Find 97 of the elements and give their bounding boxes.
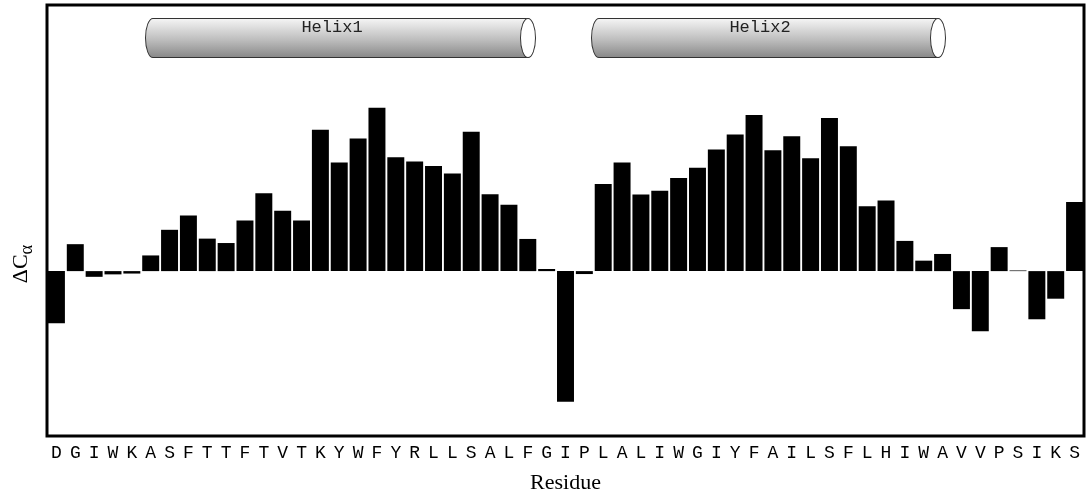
x-tick-label: T	[201, 442, 213, 463]
bar	[198, 238, 216, 272]
x-tick-label: I	[560, 442, 571, 463]
x-tick-label: K	[314, 442, 326, 463]
x-tick-label: A	[767, 442, 779, 463]
bar	[689, 167, 706, 272]
x-tick-label: K	[1050, 442, 1062, 463]
x-tick-label: Y	[729, 442, 741, 463]
x-tick-label: I	[899, 442, 911, 463]
x-axis-title: Residue	[530, 468, 601, 494]
x-tick-label: G	[541, 442, 553, 463]
bar	[802, 158, 820, 272]
x-tick-label: S	[1069, 442, 1080, 463]
x-tick-label: A	[145, 442, 157, 463]
bar	[406, 161, 424, 272]
x-tick-label: I	[710, 442, 722, 463]
x-tick-label: F	[748, 442, 760, 463]
bar	[462, 131, 480, 272]
x-tick-label: I	[1031, 442, 1043, 463]
bar	[311, 129, 329, 272]
x-tick-label: G	[692, 442, 703, 463]
bar	[575, 271, 593, 275]
x-tick-label: F	[183, 442, 194, 463]
x-tick-label: K	[126, 442, 138, 463]
x-tick-label: L	[503, 442, 515, 463]
x-tick-label: A	[616, 442, 628, 463]
bar	[707, 149, 725, 272]
bar	[858, 206, 876, 272]
x-tick-label: T	[296, 442, 308, 463]
bar	[519, 238, 537, 272]
bar	[123, 271, 141, 274]
x-tick-label: T	[258, 442, 270, 463]
bar	[330, 162, 348, 272]
x-tick-label: I	[88, 442, 100, 463]
text: Helix1	[300, 18, 364, 39]
bar	[387, 157, 405, 272]
x-tick-label: R	[409, 442, 421, 463]
x-tick-label: I	[654, 442, 666, 463]
x-tick-label: H	[880, 442, 892, 463]
bar	[255, 193, 273, 272]
x-tick-label: L	[446, 442, 458, 463]
x-tick-label: A	[937, 442, 949, 463]
bar	[934, 253, 952, 272]
text: Helix2	[728, 18, 792, 39]
bar	[425, 165, 442, 272]
bar	[161, 229, 179, 272]
bar	[142, 255, 160, 272]
bar	[293, 220, 311, 272]
x-tick-label: I	[786, 442, 798, 463]
bar	[538, 268, 556, 272]
x-tick-label: V	[277, 442, 289, 463]
x-tick-label: T	[220, 442, 232, 463]
bar	[820, 117, 838, 272]
x-tick-label: W	[352, 442, 364, 463]
x-tick-label: W	[673, 442, 685, 463]
x-tick-label: S	[465, 442, 477, 463]
x-tick-label: V	[956, 442, 968, 463]
bar	[557, 271, 574, 402]
x-tick-label: F	[371, 442, 383, 463]
bar	[726, 134, 744, 272]
bar	[971, 271, 989, 332]
bar	[443, 173, 461, 272]
x-tick-label: L	[428, 442, 439, 463]
x-tick-label: S	[1012, 442, 1024, 463]
bar	[839, 146, 857, 272]
bar	[274, 210, 292, 272]
x-tick-label: G	[69, 442, 81, 463]
x-tick-label: S	[824, 442, 835, 463]
bar	[952, 271, 970, 310]
x-tick-label: P	[578, 442, 590, 463]
bar	[1028, 271, 1046, 320]
bar	[66, 244, 84, 272]
x-tick-label: Y	[390, 442, 402, 463]
x-tick-label: F	[842, 442, 854, 463]
bar	[990, 247, 1008, 272]
x-tick-label: Y	[333, 442, 345, 463]
bar	[783, 136, 801, 272]
x-tick-label: L	[861, 442, 873, 463]
x-tick-label: W	[918, 442, 930, 463]
bar	[1047, 271, 1065, 299]
bar	[651, 190, 669, 272]
x-tick-label: D	[51, 442, 62, 463]
x-tick-label: A	[484, 442, 496, 463]
x-tick-label: S	[164, 442, 175, 463]
x-tick-label: F	[522, 442, 534, 463]
x-tick-label: F	[239, 442, 251, 463]
x-tick-label: L	[805, 442, 817, 463]
bar	[85, 271, 103, 277]
bar	[594, 183, 612, 272]
x-tick-label: W	[107, 442, 119, 463]
bar	[179, 215, 197, 272]
bar	[915, 260, 933, 272]
x-tick-label: L	[635, 442, 647, 463]
bar	[670, 177, 688, 272]
x-tick-label: V	[974, 442, 986, 463]
x-tick-label: P	[993, 442, 1005, 463]
x-tick-label: L	[597, 442, 609, 463]
